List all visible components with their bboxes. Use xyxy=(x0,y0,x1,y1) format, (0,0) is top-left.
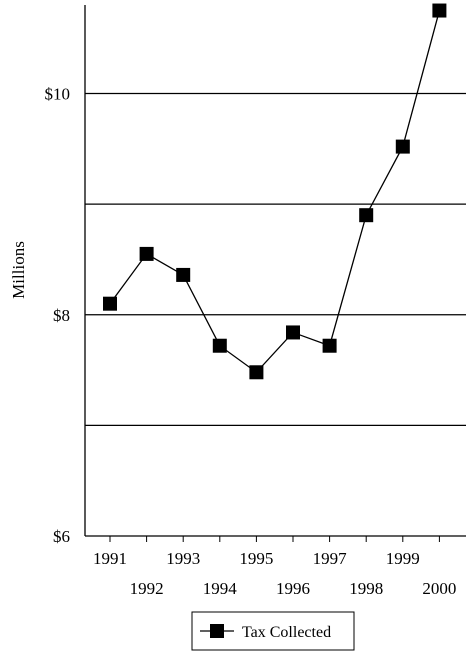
x-tick-label-1994: 1994 xyxy=(203,579,238,598)
x-tick-label-1991: 1991 xyxy=(93,549,127,568)
x-tick-label-1995: 1995 xyxy=(239,549,273,568)
data-point-1993 xyxy=(176,267,191,282)
data-point-1999 xyxy=(395,139,410,154)
data-point-2000 xyxy=(432,3,447,18)
y-axis-label: Millions xyxy=(9,241,28,299)
x-tick-label-1999: 1999 xyxy=(386,549,420,568)
data-point-1995 xyxy=(249,365,264,380)
x-tick-label-1998: 1998 xyxy=(349,579,383,598)
x-tick-label-2000: 2000 xyxy=(422,579,456,598)
data-point-1998 xyxy=(359,208,374,223)
data-point-1996 xyxy=(286,325,300,340)
axes xyxy=(84,5,466,542)
legend-label: Tax Collected xyxy=(242,624,331,641)
y-tick-label-6: $6 xyxy=(53,527,70,546)
series-tax-collected xyxy=(103,3,447,380)
x-tick-label-1993: 1993 xyxy=(166,549,200,568)
y-tick-label-8: $8 xyxy=(53,306,70,325)
series-line xyxy=(109,10,441,374)
x-tick-label-1997: 1997 xyxy=(313,549,348,568)
x-tick-label-1992: 1992 xyxy=(130,579,164,598)
gridlines xyxy=(85,92,466,427)
legend: Tax Collected xyxy=(191,611,355,651)
y-tick-label-10: $10 xyxy=(45,85,71,104)
data-point-1992 xyxy=(139,246,154,261)
data-point-1991 xyxy=(103,296,117,311)
data-point-1994 xyxy=(212,338,227,353)
x-tick-label-1996: 1996 xyxy=(276,579,310,598)
legend-marker-swatch xyxy=(210,624,224,638)
data-point-1997 xyxy=(322,338,337,353)
y-tick-labels: $6 $8 $10 xyxy=(45,85,71,547)
